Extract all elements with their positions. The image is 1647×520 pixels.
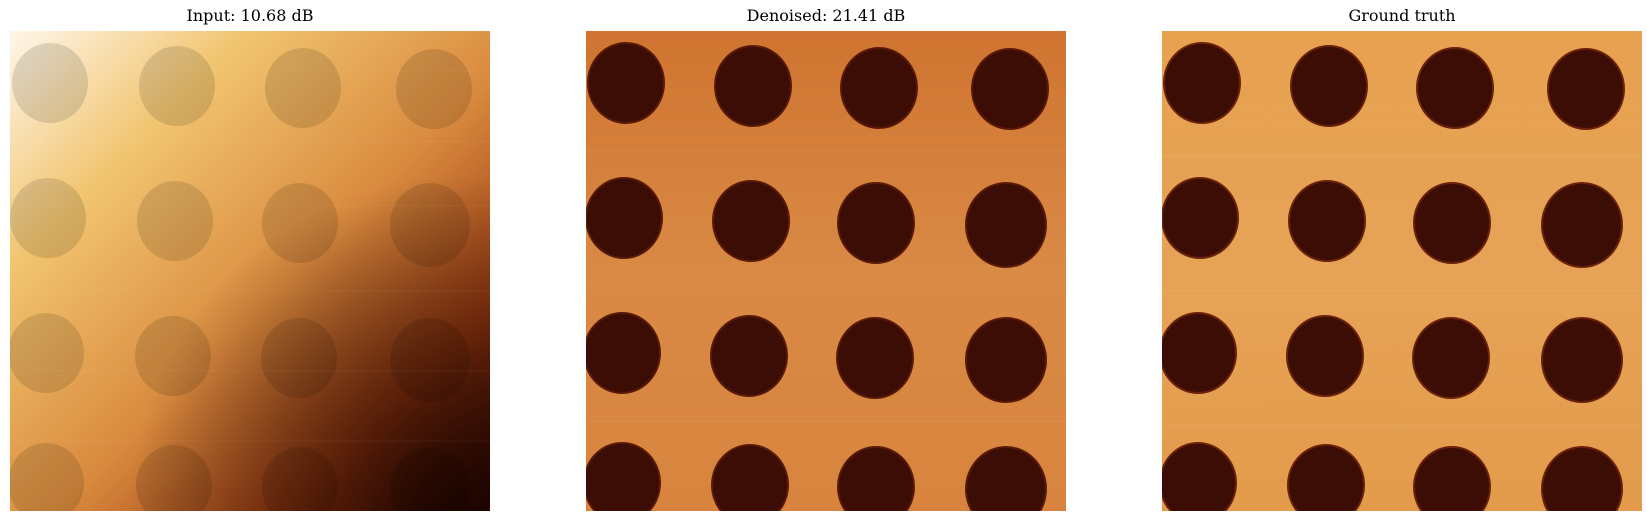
hole — [261, 318, 337, 398]
hole — [390, 447, 470, 511]
input-image-svg — [10, 31, 490, 511]
hole — [1413, 182, 1491, 264]
hole — [714, 45, 792, 127]
hole — [586, 312, 661, 394]
hole — [396, 49, 472, 129]
hole — [1163, 42, 1241, 124]
hole — [390, 183, 470, 267]
hole — [1541, 182, 1623, 268]
ground-truth-image — [1162, 31, 1642, 511]
hole — [1287, 444, 1365, 511]
hole — [586, 177, 663, 259]
hole — [1413, 446, 1491, 511]
hole — [965, 446, 1047, 511]
hole — [1288, 180, 1366, 262]
hole — [586, 442, 661, 511]
hole — [1541, 446, 1623, 511]
hole — [10, 178, 86, 258]
hole — [1162, 177, 1239, 259]
hole — [1162, 312, 1237, 394]
hole — [1416, 47, 1494, 129]
hole — [965, 317, 1047, 403]
panel-title-input: Input: 10.68 dB — [186, 6, 314, 25]
panel-title-ground-truth: Ground truth — [1348, 6, 1456, 25]
hole — [262, 447, 338, 511]
hole — [10, 443, 84, 511]
hole — [1547, 48, 1625, 130]
hole — [139, 46, 215, 126]
denoised-image — [586, 31, 1066, 511]
hole — [711, 444, 789, 511]
hole — [1412, 317, 1490, 399]
hole — [1286, 315, 1364, 397]
hole — [12, 43, 88, 123]
hole — [1162, 442, 1237, 511]
hole — [837, 446, 915, 511]
hole — [265, 48, 341, 128]
hole — [712, 180, 790, 262]
hole — [965, 182, 1047, 268]
hole — [137, 181, 213, 261]
panel-ground-truth: Ground truth — [1162, 0, 1642, 520]
panel-denoised: Denoised: 21.41 dB — [586, 0, 1066, 520]
hole — [840, 47, 918, 129]
hole — [837, 182, 915, 264]
denoised-image-svg — [586, 31, 1066, 511]
hole — [390, 318, 470, 402]
hole — [1541, 317, 1623, 403]
hole — [587, 42, 665, 124]
panel-input: Input: 10.68 dB — [10, 0, 490, 520]
ground-truth-image-svg — [1162, 31, 1642, 511]
hole — [971, 48, 1049, 130]
hole — [10, 313, 84, 393]
hole — [135, 316, 211, 396]
hole — [1290, 45, 1368, 127]
hole — [710, 315, 788, 397]
hole — [836, 317, 914, 399]
input-image — [10, 31, 490, 511]
panel-title-denoised: Denoised: 21.41 dB — [746, 6, 906, 25]
hole — [136, 445, 212, 511]
hole — [262, 183, 338, 263]
